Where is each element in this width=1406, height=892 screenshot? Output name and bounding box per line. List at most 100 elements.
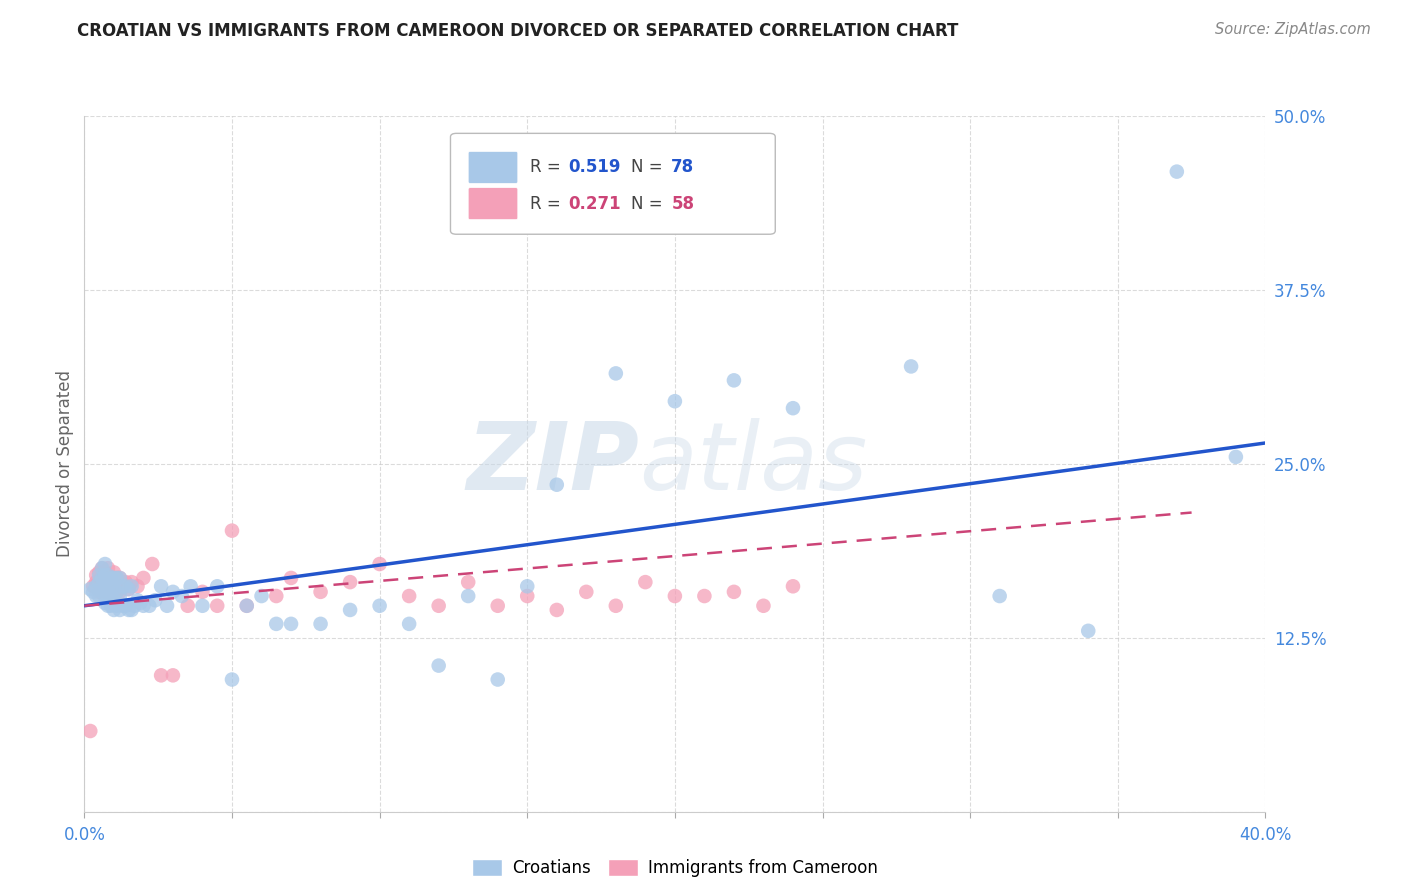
Point <box>94 568 117 582</box>
Point <box>105 571 128 585</box>
Point <box>111 599 134 613</box>
Point <box>89 566 111 580</box>
Text: N =: N = <box>631 159 668 177</box>
Point <box>108 585 131 599</box>
Point <box>91 571 114 585</box>
Point <box>103 603 125 617</box>
Point <box>108 589 131 603</box>
Point <box>108 603 131 617</box>
Point <box>398 616 420 631</box>
Point <box>138 599 160 613</box>
Point <box>100 571 122 585</box>
Point <box>105 585 128 599</box>
Point <box>191 599 214 613</box>
Point <box>221 524 243 538</box>
Point <box>752 599 775 613</box>
Point <box>124 599 146 613</box>
Point <box>91 579 114 593</box>
Point <box>368 599 391 613</box>
Point <box>605 599 627 613</box>
Point <box>723 373 745 387</box>
Point <box>723 585 745 599</box>
Point <box>97 579 120 593</box>
Point <box>103 566 125 580</box>
Point <box>89 568 111 582</box>
Point <box>103 589 125 603</box>
Point <box>1077 624 1099 638</box>
Point <box>114 579 136 593</box>
Point <box>94 557 117 571</box>
Point <box>264 589 288 603</box>
Point <box>79 724 101 739</box>
Point <box>100 589 122 603</box>
Point <box>180 579 202 593</box>
Point <box>605 367 627 381</box>
Point <box>162 668 184 682</box>
Point <box>457 575 479 590</box>
Point <box>309 616 332 631</box>
Point <box>127 579 149 593</box>
Point <box>89 585 111 599</box>
Point <box>1166 164 1188 178</box>
Point <box>94 585 117 599</box>
Point <box>108 571 131 585</box>
Point <box>264 616 288 631</box>
Point <box>427 658 450 673</box>
Point <box>427 599 450 613</box>
Point <box>634 575 657 590</box>
Point <box>97 571 120 585</box>
Point <box>177 599 200 613</box>
Point <box>236 599 259 613</box>
Point <box>103 593 125 607</box>
Point <box>205 599 228 613</box>
Point <box>162 585 184 599</box>
Point <box>114 575 136 590</box>
Point <box>546 603 568 617</box>
Point <box>105 585 128 599</box>
Point <box>94 575 117 590</box>
Text: atlas: atlas <box>640 418 868 509</box>
Point <box>94 585 117 599</box>
Point <box>250 589 273 603</box>
Point <box>91 561 114 575</box>
Point <box>94 596 117 610</box>
Text: N =: N = <box>631 194 668 212</box>
Point <box>988 589 1011 603</box>
Point <box>105 599 128 613</box>
FancyBboxPatch shape <box>468 187 517 219</box>
Point <box>236 599 259 613</box>
Text: R =: R = <box>530 159 565 177</box>
Point <box>91 571 114 585</box>
Point <box>457 589 479 603</box>
Point <box>398 589 420 603</box>
Point <box>782 401 804 416</box>
Point <box>127 593 149 607</box>
Point <box>97 589 120 603</box>
Text: 0.519: 0.519 <box>568 159 621 177</box>
Point <box>486 599 509 613</box>
Point <box>516 579 538 593</box>
Point <box>105 571 128 585</box>
Point <box>121 603 143 617</box>
Point <box>84 589 107 603</box>
Point <box>141 557 163 571</box>
Point <box>132 571 155 585</box>
Point <box>91 585 114 599</box>
Point <box>118 582 141 596</box>
Point <box>114 599 136 613</box>
Point <box>103 582 125 596</box>
Point <box>309 585 332 599</box>
FancyBboxPatch shape <box>450 134 775 235</box>
Point <box>94 575 117 590</box>
Text: 58: 58 <box>671 194 695 212</box>
Point <box>97 561 120 575</box>
Text: CROATIAN VS IMMIGRANTS FROM CAMEROON DIVORCED OR SEPARATED CORRELATION CHART: CROATIAN VS IMMIGRANTS FROM CAMEROON DIV… <box>77 22 959 40</box>
Point <box>111 579 134 593</box>
Point <box>89 575 111 590</box>
Point <box>1225 450 1247 464</box>
Point <box>94 566 117 580</box>
Point <box>170 589 193 603</box>
Point <box>280 571 302 585</box>
Point <box>84 568 107 582</box>
Point <box>546 477 568 491</box>
